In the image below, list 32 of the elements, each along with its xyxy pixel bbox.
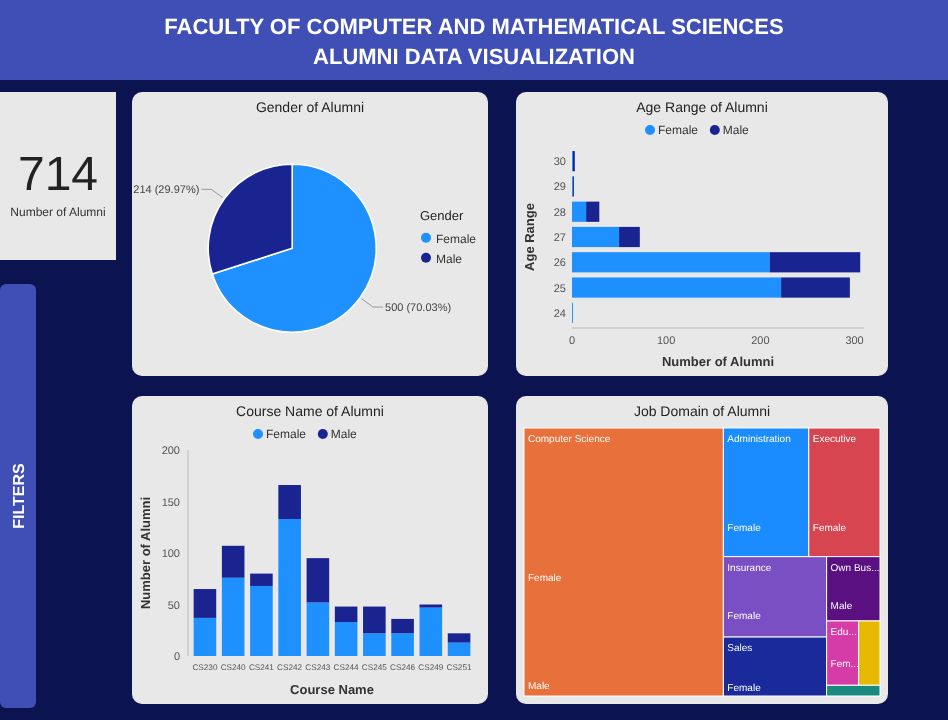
- bar: [781, 277, 850, 298]
- text: ALUMNI DATA VISUALIZATION: [313, 46, 635, 70]
- bar: [572, 277, 782, 298]
- bar: [363, 606, 386, 634]
- pie-slice: [211, 163, 377, 333]
- bar: [250, 585, 273, 656]
- bar: [572, 252, 770, 273]
- bar: [250, 573, 273, 586]
- bar: [391, 633, 414, 656]
- bar: [221, 577, 245, 656]
- bar: [278, 485, 301, 520]
- bar: [447, 642, 471, 656]
- bar: [769, 252, 861, 273]
- bar: [391, 618, 414, 634]
- text: FILTERS: [10, 461, 28, 529]
- bar: [586, 201, 600, 222]
- text: 714: [17, 148, 99, 202]
- bar: [447, 633, 471, 643]
- bar: [619, 226, 640, 248]
- bar: [363, 633, 386, 656]
- bar: [334, 606, 358, 623]
- bar: [572, 201, 587, 222]
- text: FACULTY OF COMPUTER AND MATHEMATICAL SCIENCES: [164, 16, 784, 40]
- bar: [278, 519, 301, 656]
- bar: [419, 607, 443, 656]
- bar: [334, 622, 358, 656]
- bar: [221, 545, 245, 578]
- bar: [306, 602, 330, 656]
- bar: [572, 226, 620, 248]
- bar: [193, 589, 217, 618]
- bar: [306, 558, 330, 603]
- bar: [193, 617, 217, 656]
